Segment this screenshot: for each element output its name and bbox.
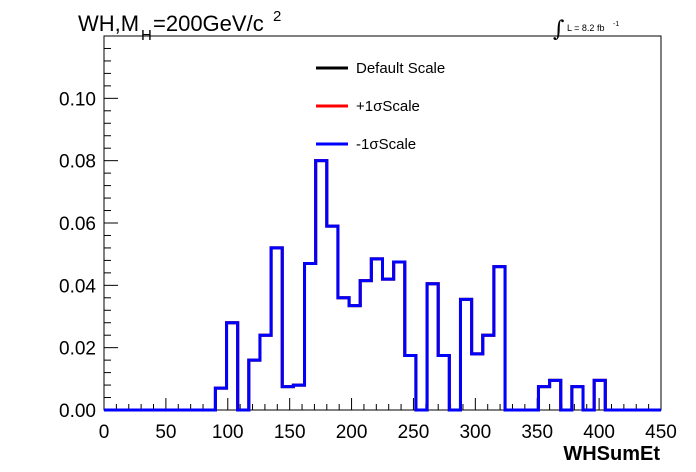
- series-line-2: [104, 159, 661, 412]
- y-tick-label: 0.06: [59, 214, 96, 235]
- title-superscript: 2: [273, 8, 281, 25]
- x-tick-label: 350: [521, 422, 553, 443]
- legend: Default Scale +1σScale -1σScale: [316, 60, 445, 153]
- plot-frame: [103, 35, 662, 411]
- integral-symbol: ∫: [553, 17, 565, 42]
- x-tick-label: 0: [99, 422, 110, 443]
- legend-label-0: Default Scale: [356, 60, 445, 77]
- y-tick-label: 0.10: [59, 89, 96, 110]
- x-tick-label: 450: [645, 422, 677, 443]
- title-main: WH,M: [78, 11, 139, 36]
- y-tick-label: 0.02: [59, 339, 96, 360]
- y-tick-label: 0.00: [59, 401, 96, 422]
- x-tick-label: 300: [459, 422, 491, 443]
- legend-label-2: -1σScale: [356, 136, 416, 153]
- x-tick-label: 400: [583, 422, 615, 443]
- series-line-0: [104, 159, 661, 412]
- luminosity-exponent: -1: [613, 21, 619, 28]
- series-line-1: [104, 159, 661, 412]
- x-tick-label: 50: [155, 422, 176, 443]
- series-layer: [104, 159, 661, 412]
- y-axis: 0.00 0.02 0.04 0.06 0.08 0.10: [59, 35, 118, 422]
- x-tick-label: 150: [274, 422, 306, 443]
- chart-title: WH,M H =200GeV/c 2: [78, 8, 281, 44]
- luminosity-label: ∫ L = 8.2 fb -1: [553, 17, 619, 42]
- x-axis-title: WHSumEt: [563, 443, 660, 465]
- x-tick-label: 100: [212, 422, 244, 443]
- x-axis: 0 50 100 150 200 250 300 350 400 450: [99, 398, 677, 443]
- x-tick-label: 200: [336, 422, 368, 443]
- x-tick-label: 250: [398, 422, 430, 443]
- title-rest: =200GeV/c: [153, 11, 264, 36]
- y-tick-label: 0.08: [59, 152, 96, 173]
- luminosity-text: L = 8.2 fb: [567, 23, 604, 33]
- y-tick-label: 0.04: [59, 276, 96, 297]
- legend-label-1: +1σScale: [356, 98, 420, 115]
